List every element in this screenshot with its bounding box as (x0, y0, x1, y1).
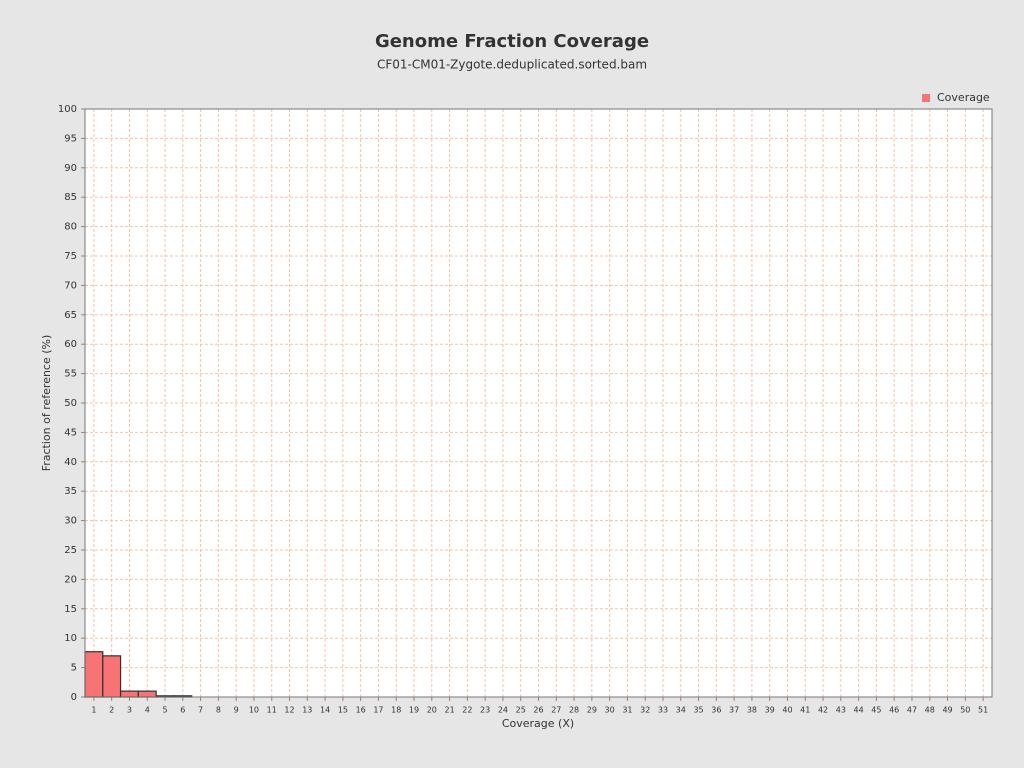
y-tick-label: 40 (64, 457, 77, 468)
x-tick-label: 12 (284, 706, 294, 715)
x-tick-label: 35 (693, 706, 703, 715)
x-tick-label: 20 (427, 706, 437, 715)
x-tick-label: 9 (234, 706, 239, 715)
x-tick-label: 18 (391, 706, 401, 715)
chart-subtitle: CF01-CM01-Zygote.deduplicated.sorted.bam (377, 58, 647, 72)
x-tick-label: 22 (462, 706, 472, 715)
y-tick-label: 30 (64, 516, 77, 527)
x-tick-label: 36 (711, 706, 721, 715)
y-tick-label: 60 (64, 339, 77, 350)
bar (137, 690, 157, 698)
x-tick-label: 14 (320, 706, 330, 715)
y-tick-label: 50 (64, 398, 77, 409)
x-axis-label: Coverage (X) (502, 717, 574, 730)
legend-label: Coverage (937, 91, 990, 104)
x-tick-label: 48 (925, 706, 935, 715)
x-tick-label: 50 (960, 706, 970, 715)
x-tick-label: 33 (658, 706, 668, 715)
x-tick-label: 26 (533, 706, 543, 715)
x-tick-label: 51 (978, 706, 988, 715)
x-tick-label: 24 (498, 706, 508, 715)
bar (119, 690, 139, 698)
y-tick-label: 70 (64, 280, 77, 291)
y-axis-label: Fraction of reference (%) (40, 335, 53, 472)
x-tick-label: 13 (302, 706, 312, 715)
y-tick-label: 80 (64, 222, 77, 233)
x-tick-label: 17 (373, 706, 383, 715)
x-tick-label: 5 (162, 706, 167, 715)
y-tick-label: 55 (64, 369, 77, 380)
x-tick-label: 40 (782, 706, 792, 715)
x-tick-label: 38 (747, 706, 757, 715)
x-tick-label: 39 (765, 706, 775, 715)
x-tick-label: 42 (818, 706, 828, 715)
x-tick-label: 30 (605, 706, 615, 715)
x-tick-label: 15 (338, 706, 348, 715)
y-tick-label: 20 (64, 574, 77, 585)
x-tick-label: 19 (409, 706, 419, 715)
x-tick-label: 25 (516, 706, 526, 715)
y-tick-label: 65 (64, 310, 77, 321)
y-tick-label: 25 (64, 545, 77, 556)
y-tick-label: 100 (58, 104, 77, 115)
x-tick-label: 37 (729, 706, 739, 715)
x-tick-label: 31 (622, 706, 632, 715)
x-tick-label: 46 (889, 706, 899, 715)
plot-border (84, 108, 993, 698)
x-tick-label: 45 (871, 706, 881, 715)
x-tick-label: 11 (267, 706, 277, 715)
y-tick-label: 10 (64, 633, 77, 644)
chart-title: Genome Fraction Coverage (375, 31, 649, 52)
x-tick-label: 21 (444, 706, 454, 715)
x-tick-label: 10 (249, 706, 259, 715)
y-tick-label: 85 (64, 192, 77, 203)
legend-swatch (922, 94, 930, 102)
x-tick-label: 29 (587, 706, 597, 715)
x-tick-label: 1 (91, 706, 96, 715)
x-tick-label: 4 (145, 706, 150, 715)
bar (102, 655, 122, 698)
y-tick-label: 15 (64, 604, 77, 615)
y-tick-label: 75 (64, 251, 77, 262)
x-tick-label: 8 (216, 706, 221, 715)
x-tick-label: 7 (198, 706, 203, 715)
y-tick-label: 45 (64, 427, 77, 438)
x-tick-label: 27 (551, 706, 561, 715)
y-tick-label: 5 (71, 663, 77, 674)
x-tick-label: 34 (676, 706, 686, 715)
y-tick-label: 35 (64, 486, 77, 497)
bar (84, 651, 104, 698)
x-tick-label: 2 (109, 706, 114, 715)
x-tick-label: 23 (480, 706, 490, 715)
x-tick-label: 6 (180, 706, 185, 715)
x-tick-label: 16 (356, 706, 366, 715)
y-tick-label: 90 (64, 163, 77, 174)
x-tick-label: 47 (907, 706, 917, 715)
y-tick-label: 0 (71, 692, 77, 703)
x-tick-label: 32 (640, 706, 650, 715)
x-tick-label: 3 (127, 706, 132, 715)
x-tick-label: 41 (800, 706, 810, 715)
x-tick-label: 44 (854, 706, 864, 715)
x-tick-label: 28 (569, 706, 579, 715)
x-tick-label: 43 (836, 706, 846, 715)
y-tick-label: 95 (64, 133, 77, 144)
x-tick-label: 49 (942, 706, 952, 715)
